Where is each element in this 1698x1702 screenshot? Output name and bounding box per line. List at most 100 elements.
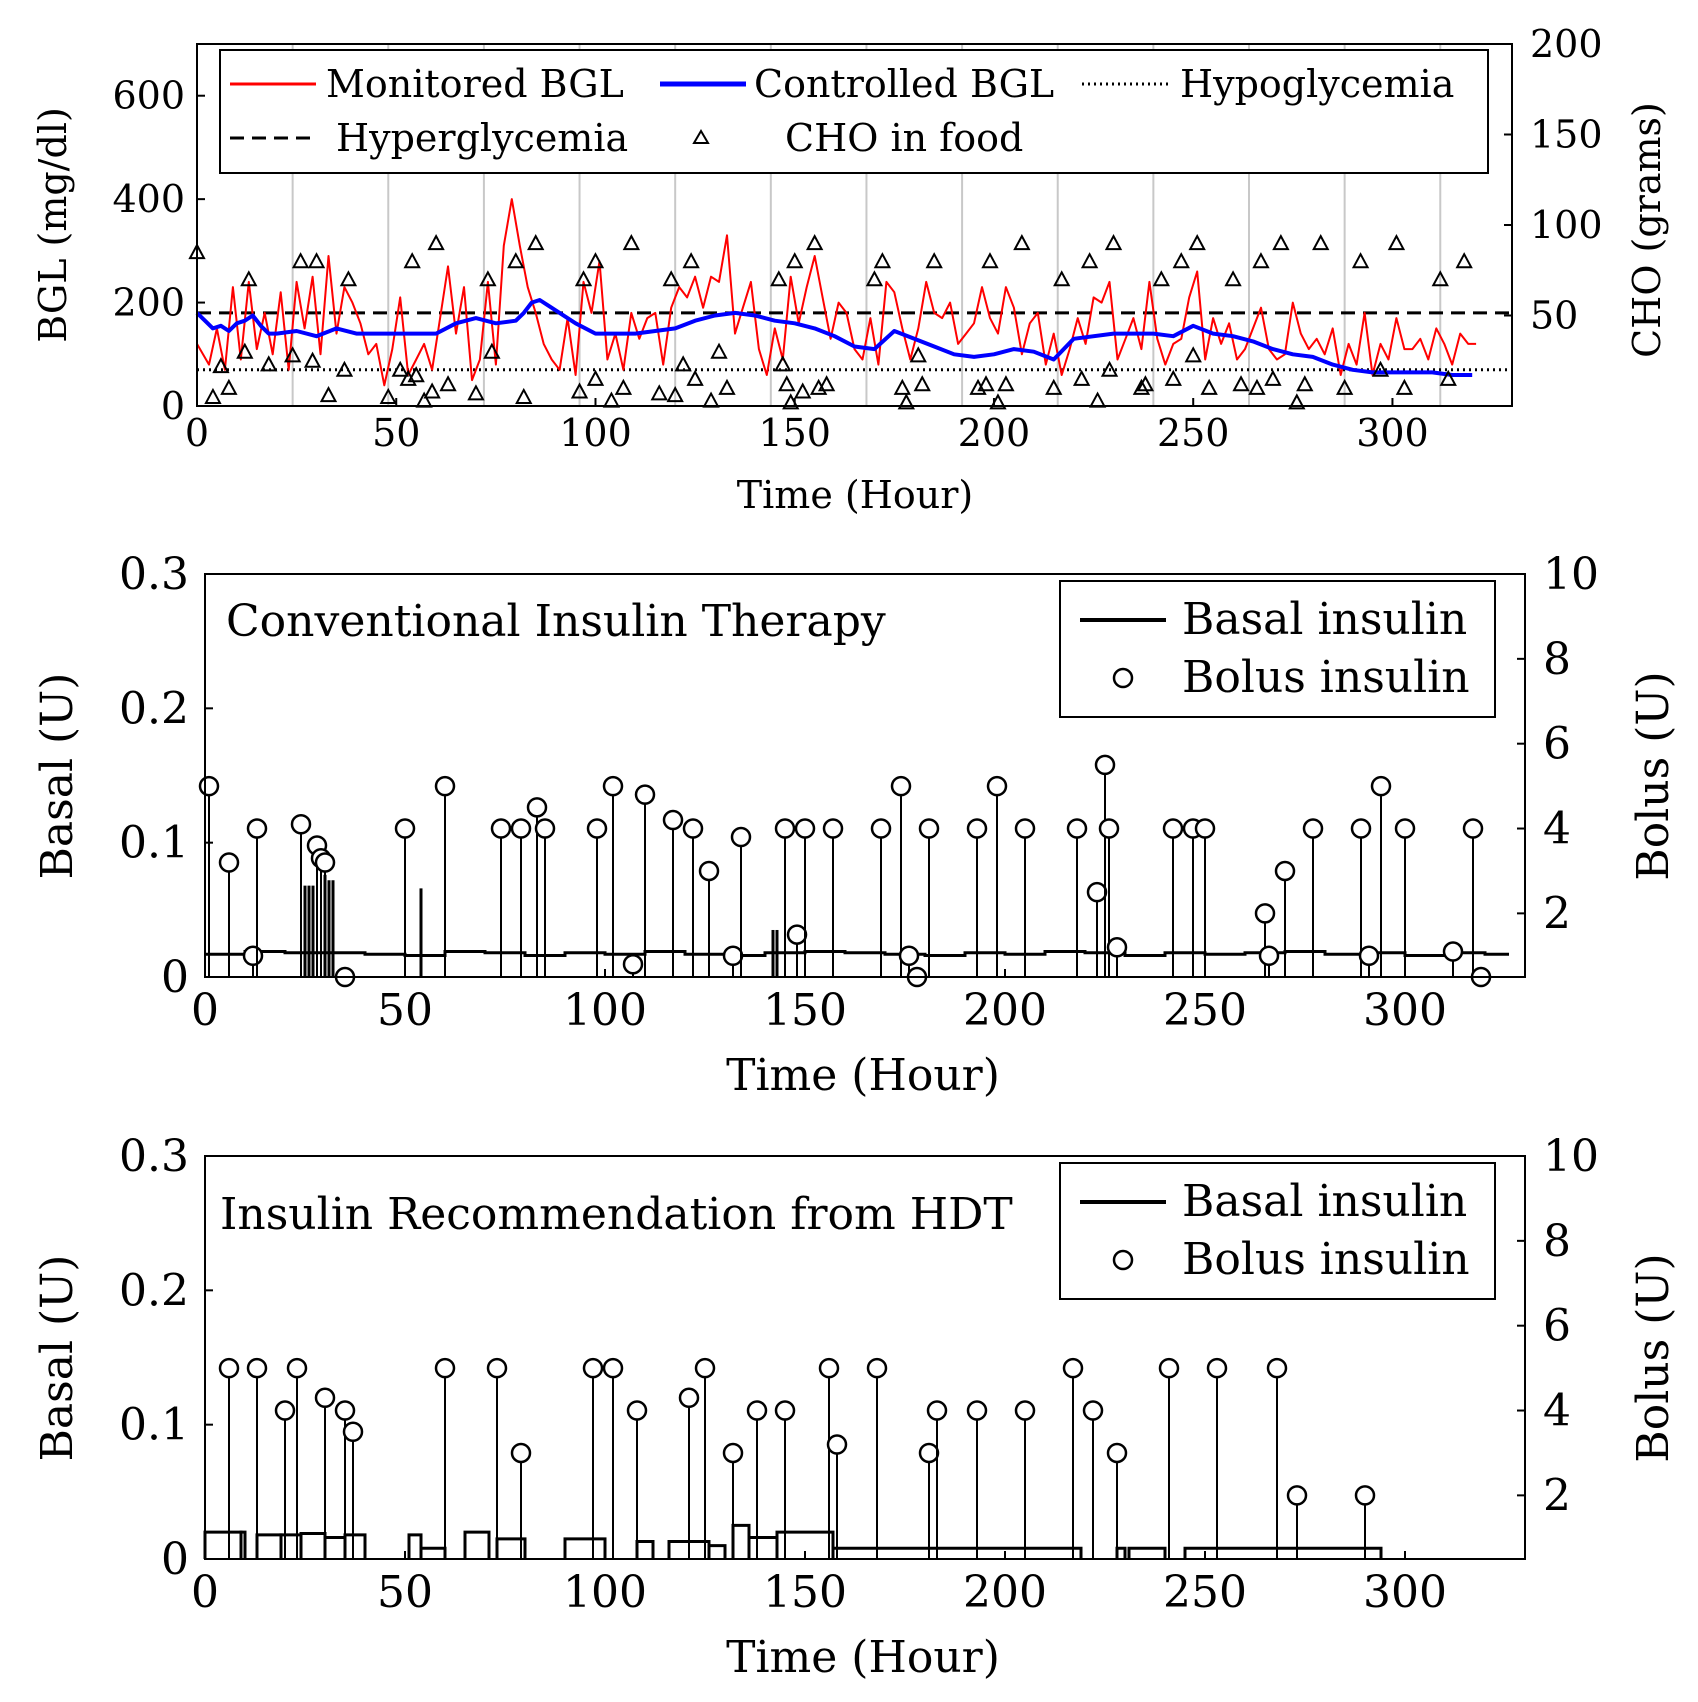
cho-triangle	[913, 375, 931, 392]
cho-triangle	[586, 369, 605, 386]
bolus-marker	[526, 797, 548, 818]
cho-triangle	[718, 378, 736, 395]
cho-triangle	[1264, 369, 1282, 386]
legend-label-hypo: Hypoglycemia	[1180, 62, 1454, 106]
cho-triangle	[1335, 378, 1354, 395]
x-tick-label: 250	[1163, 1567, 1247, 1618]
legend-swatch-cho	[692, 129, 710, 144]
basal-insulin-segment	[407, 1533, 423, 1559]
cho-triangle	[1104, 233, 1123, 251]
legend-swatch-bolus	[1112, 1249, 1134, 1271]
bolus-marker	[682, 818, 704, 839]
monitored-bgl-line	[196, 198, 1477, 387]
bolus-marker	[826, 1434, 848, 1455]
bolus-marker	[1014, 818, 1036, 839]
cho-triangle	[236, 342, 254, 359]
conventional-panel-title: Conventional Insulin Therapy	[226, 596, 886, 647]
x-tick-label: 300	[1356, 411, 1429, 455]
bolus-marker	[1106, 1442, 1128, 1464]
y-tick-label: 0.3	[119, 1131, 189, 1182]
cho-triangle	[1296, 375, 1314, 392]
cho-triangle	[925, 252, 943, 269]
y2-tick-label: 8	[1543, 634, 1571, 685]
bolus-marker	[490, 818, 512, 839]
cho-triangle	[794, 382, 812, 399]
cho-triangle	[1312, 233, 1330, 251]
cho-triangle	[1132, 378, 1151, 395]
hdt-x-axis-label: Time (Hour)	[726, 1632, 1000, 1683]
legend-swatch-bolus	[1112, 667, 1134, 689]
conventional-legend-box	[1059, 580, 1496, 718]
basal-insulin-segment	[563, 1537, 607, 1559]
x-tick-label: 50	[377, 985, 433, 1036]
bolus-marker	[730, 826, 752, 848]
bolus-marker	[678, 1387, 700, 1409]
y-tick-label: 0.1	[119, 1400, 189, 1451]
bolus-marker	[774, 1400, 796, 1421]
bolus-marker	[1082, 1400, 1104, 1421]
x-tick-label: 100	[559, 411, 632, 455]
basal-insulin-segment	[831, 1546, 1083, 1559]
x-tick-label: 200	[963, 1567, 1047, 1618]
cho-triangle	[774, 355, 792, 372]
bolus-marker	[1066, 818, 1088, 839]
hdt-y-axis-label: Basal (U)	[32, 1255, 83, 1462]
basal-insulin-segment	[323, 1536, 347, 1559]
bolus-marker	[242, 945, 264, 967]
conventional-x-axis-label: Time (Hour)	[726, 1050, 1000, 1101]
cho-triangle	[1232, 375, 1250, 392]
hdt-panel-title: Insulin Recommendation from HDT	[220, 1189, 1013, 1240]
cho-triangle	[391, 360, 409, 377]
y-tick-label: 600	[112, 74, 185, 118]
hdt-insulin-chart: 0 50 100 150 200 250 300 0 0.1 0.2 0.3 2 4 6 8 10 Insul…	[32, 1131, 1679, 1683]
x-tick-label: 150	[763, 985, 847, 1036]
cho-triangle	[1387, 233, 1406, 251]
cho-triangle	[1164, 369, 1182, 386]
hdt-legend-box	[1059, 1162, 1496, 1300]
x-tick-label: 200	[958, 411, 1031, 455]
hdt-plot-frame	[204, 1155, 1526, 1560]
cho-triangle	[1455, 252, 1473, 269]
basal-insulin-segment	[1183, 1546, 1383, 1559]
bolus-marker	[314, 852, 336, 873]
bolus-marker	[534, 818, 556, 839]
cho-triangle	[212, 357, 230, 374]
cho-triangle	[1100, 360, 1119, 377]
bolus-marker	[1098, 818, 1120, 839]
bolus-marker	[966, 1400, 988, 1421]
bolus-marker	[1014, 1400, 1036, 1421]
cho-triangle	[997, 375, 1015, 392]
cho-triangle	[1013, 233, 1031, 251]
bolus-marker	[866, 1357, 888, 1379]
legend-label-basal: Basal insulin	[1182, 594, 1467, 645]
y2-tick-label: 2	[1543, 888, 1571, 939]
cho-triangle	[1172, 252, 1190, 269]
conventional-insulin-chart: 0 50 100 150 200 250 300 0 0.1 0.2 0.3 2 4 6 8 10 Conve…	[32, 549, 1679, 1101]
cho-triangle	[981, 252, 999, 269]
bolus-marker	[1358, 945, 1380, 967]
cho-triangle	[817, 375, 836, 392]
bolus-marker	[246, 818, 268, 839]
bolus-marker	[314, 1387, 336, 1409]
cho-triangle	[614, 378, 633, 395]
x-tick-label: 300	[1363, 1567, 1447, 1618]
bolus-marker	[334, 1400, 356, 1421]
bgl-chart: 0 50 100 150 200 250 300020040060050100150200 …	[31, 22, 1669, 517]
cho-triangle	[1395, 378, 1414, 395]
basal-insulin-segment	[731, 1523, 751, 1559]
legend-label-cho: CHO in food	[785, 116, 1023, 160]
bolus-marker	[1350, 818, 1372, 839]
hdt-y2-axis-label: Bolus (U)	[1628, 1253, 1679, 1462]
basal-insulin-segment	[707, 1544, 727, 1559]
cho-triangle	[1272, 233, 1290, 251]
cho-triangle	[786, 252, 804, 269]
cho-triangle	[1136, 375, 1155, 392]
bolus-marker	[274, 1400, 296, 1421]
y2-tick-label: 6	[1543, 1301, 1571, 1352]
bolus-marker	[286, 1357, 308, 1379]
hdt-ticks: 0 50 100 150 200 250 300 0 0.1 0.2 0.3 2 4 6 8 10	[119, 1131, 1599, 1618]
y-tick-label: 0.1	[119, 818, 189, 869]
cho-triangle	[220, 378, 238, 395]
bgl-y-axis-label: BGL (mg/dl)	[31, 107, 75, 343]
